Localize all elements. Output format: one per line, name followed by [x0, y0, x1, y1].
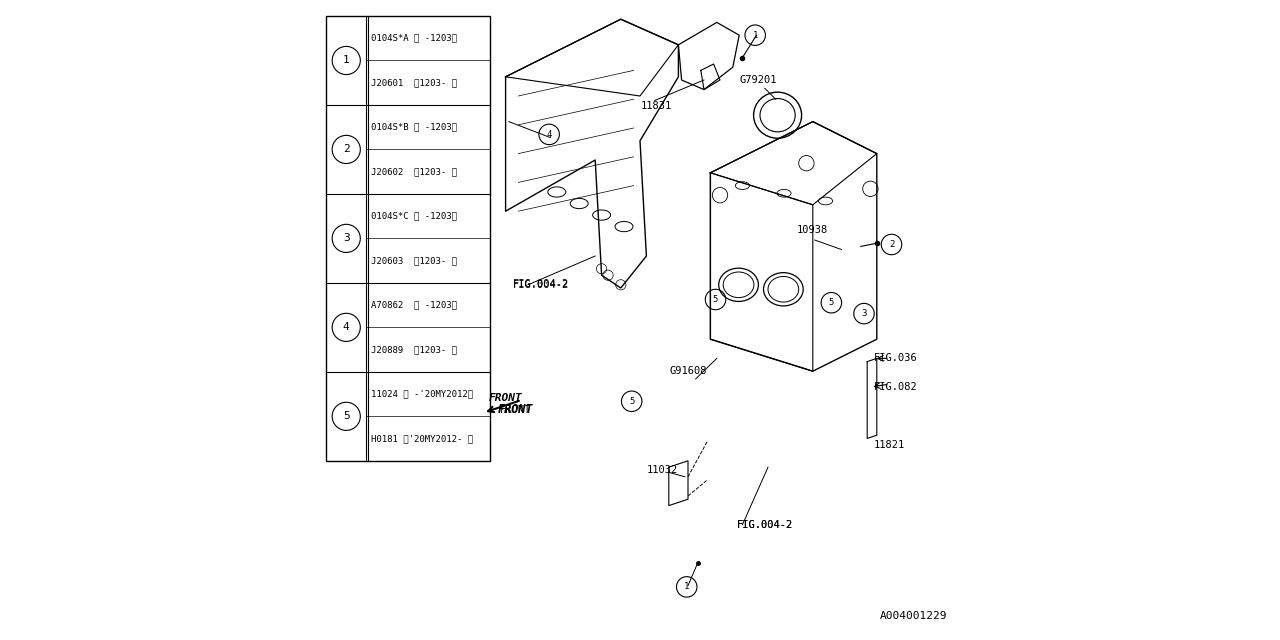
Text: FRONT: FRONT [498, 403, 532, 416]
Text: 0104S*C （ -1203）: 0104S*C （ -1203） [371, 212, 457, 221]
Text: 4: 4 [547, 130, 552, 139]
Text: 1: 1 [753, 31, 758, 40]
Text: 1: 1 [343, 56, 349, 65]
Text: 2: 2 [343, 145, 349, 154]
Text: 11821: 11821 [874, 440, 905, 450]
Text: A70862  （ -1203）: A70862 （ -1203） [371, 301, 457, 310]
Text: 0104S*B （ -1203）: 0104S*B （ -1203） [371, 123, 457, 132]
Text: 11024 （ -'20MY2012）: 11024 （ -'20MY2012） [371, 390, 474, 399]
Text: FIG.004-2: FIG.004-2 [513, 278, 568, 289]
Text: 3: 3 [861, 309, 867, 318]
Text: 2: 2 [888, 240, 895, 249]
Text: FIG.082: FIG.082 [874, 382, 918, 392]
Text: 11032: 11032 [646, 465, 678, 476]
Text: FIG.004-2: FIG.004-2 [513, 280, 568, 290]
Text: J20603  （1203- ）: J20603 （1203- ） [371, 256, 457, 265]
Text: 3: 3 [343, 234, 349, 243]
Text: 0104S*A （ -1203）: 0104S*A （ -1203） [371, 34, 457, 43]
Text: H0181 （'20MY2012- ）: H0181 （'20MY2012- ） [371, 434, 474, 443]
Text: FIG.036: FIG.036 [874, 353, 918, 364]
Text: FIG.004-2: FIG.004-2 [737, 520, 792, 530]
Text: G79201: G79201 [740, 75, 777, 85]
Text: A004001229: A004001229 [879, 611, 947, 621]
Text: FRONT: FRONT [499, 404, 531, 415]
Text: 5: 5 [828, 298, 835, 307]
Text: 1: 1 [684, 582, 690, 591]
Text: J20889  （1203- ）: J20889 （1203- ） [371, 345, 457, 354]
Bar [326, 16, 489, 461]
Text: 11831: 11831 [640, 100, 672, 111]
Text: 5: 5 [713, 295, 718, 304]
Text: 5: 5 [343, 412, 349, 421]
Text: J20601  （1203- ）: J20601 （1203- ） [371, 78, 457, 87]
Text: 10938: 10938 [797, 225, 828, 236]
Text: G91608: G91608 [669, 366, 707, 376]
Text: FIG.004-2: FIG.004-2 [737, 520, 792, 530]
Text: 4: 4 [343, 323, 349, 332]
Text: J20602  （1203- ）: J20602 （1203- ） [371, 167, 457, 176]
Text: 5: 5 [628, 397, 635, 406]
Text: FRONT: FRONT [489, 393, 522, 403]
